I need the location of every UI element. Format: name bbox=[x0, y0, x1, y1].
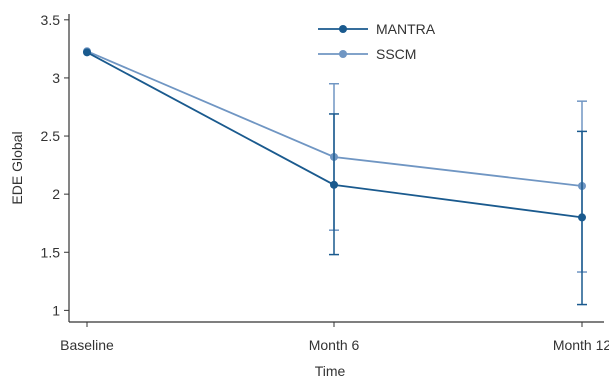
series-mantra bbox=[83, 48, 587, 306]
axes bbox=[68, 14, 604, 323]
legend-item-sscm: SSCM bbox=[318, 46, 416, 62]
x-tick-label: Baseline bbox=[60, 337, 114, 353]
legend-marker bbox=[339, 25, 347, 33]
x-ticks: Baseline Month 6 Month 12 bbox=[60, 322, 609, 353]
y-tick-label: 3 bbox=[52, 70, 60, 86]
data-point bbox=[578, 213, 586, 222]
legend-label: SSCM bbox=[376, 46, 416, 62]
x-axis-title: Time bbox=[315, 363, 346, 379]
y-tick-label: 1 bbox=[52, 302, 60, 318]
legend-item-mantra: MANTRA bbox=[318, 21, 436, 37]
y-tick-label: 1.5 bbox=[41, 244, 61, 260]
legend-marker bbox=[339, 50, 347, 58]
data-point bbox=[330, 180, 338, 189]
data-point bbox=[83, 48, 91, 57]
series-sscm bbox=[83, 47, 587, 273]
y-tick-label: 3.5 bbox=[41, 12, 61, 28]
y-axis-title: EDE Global bbox=[9, 131, 25, 204]
y-tick-label: 2.5 bbox=[41, 128, 61, 144]
y-tick-label: 2 bbox=[52, 186, 60, 202]
series-layer bbox=[83, 47, 587, 306]
legend-label: MANTRA bbox=[376, 21, 436, 37]
y-ticks: 1 1.5 2 2.5 3 3.5 bbox=[41, 12, 69, 318]
legend: MANTRA SSCM bbox=[318, 21, 436, 62]
x-tick-label: Month 6 bbox=[309, 337, 360, 353]
x-tick-label: Month 12 bbox=[553, 337, 609, 353]
